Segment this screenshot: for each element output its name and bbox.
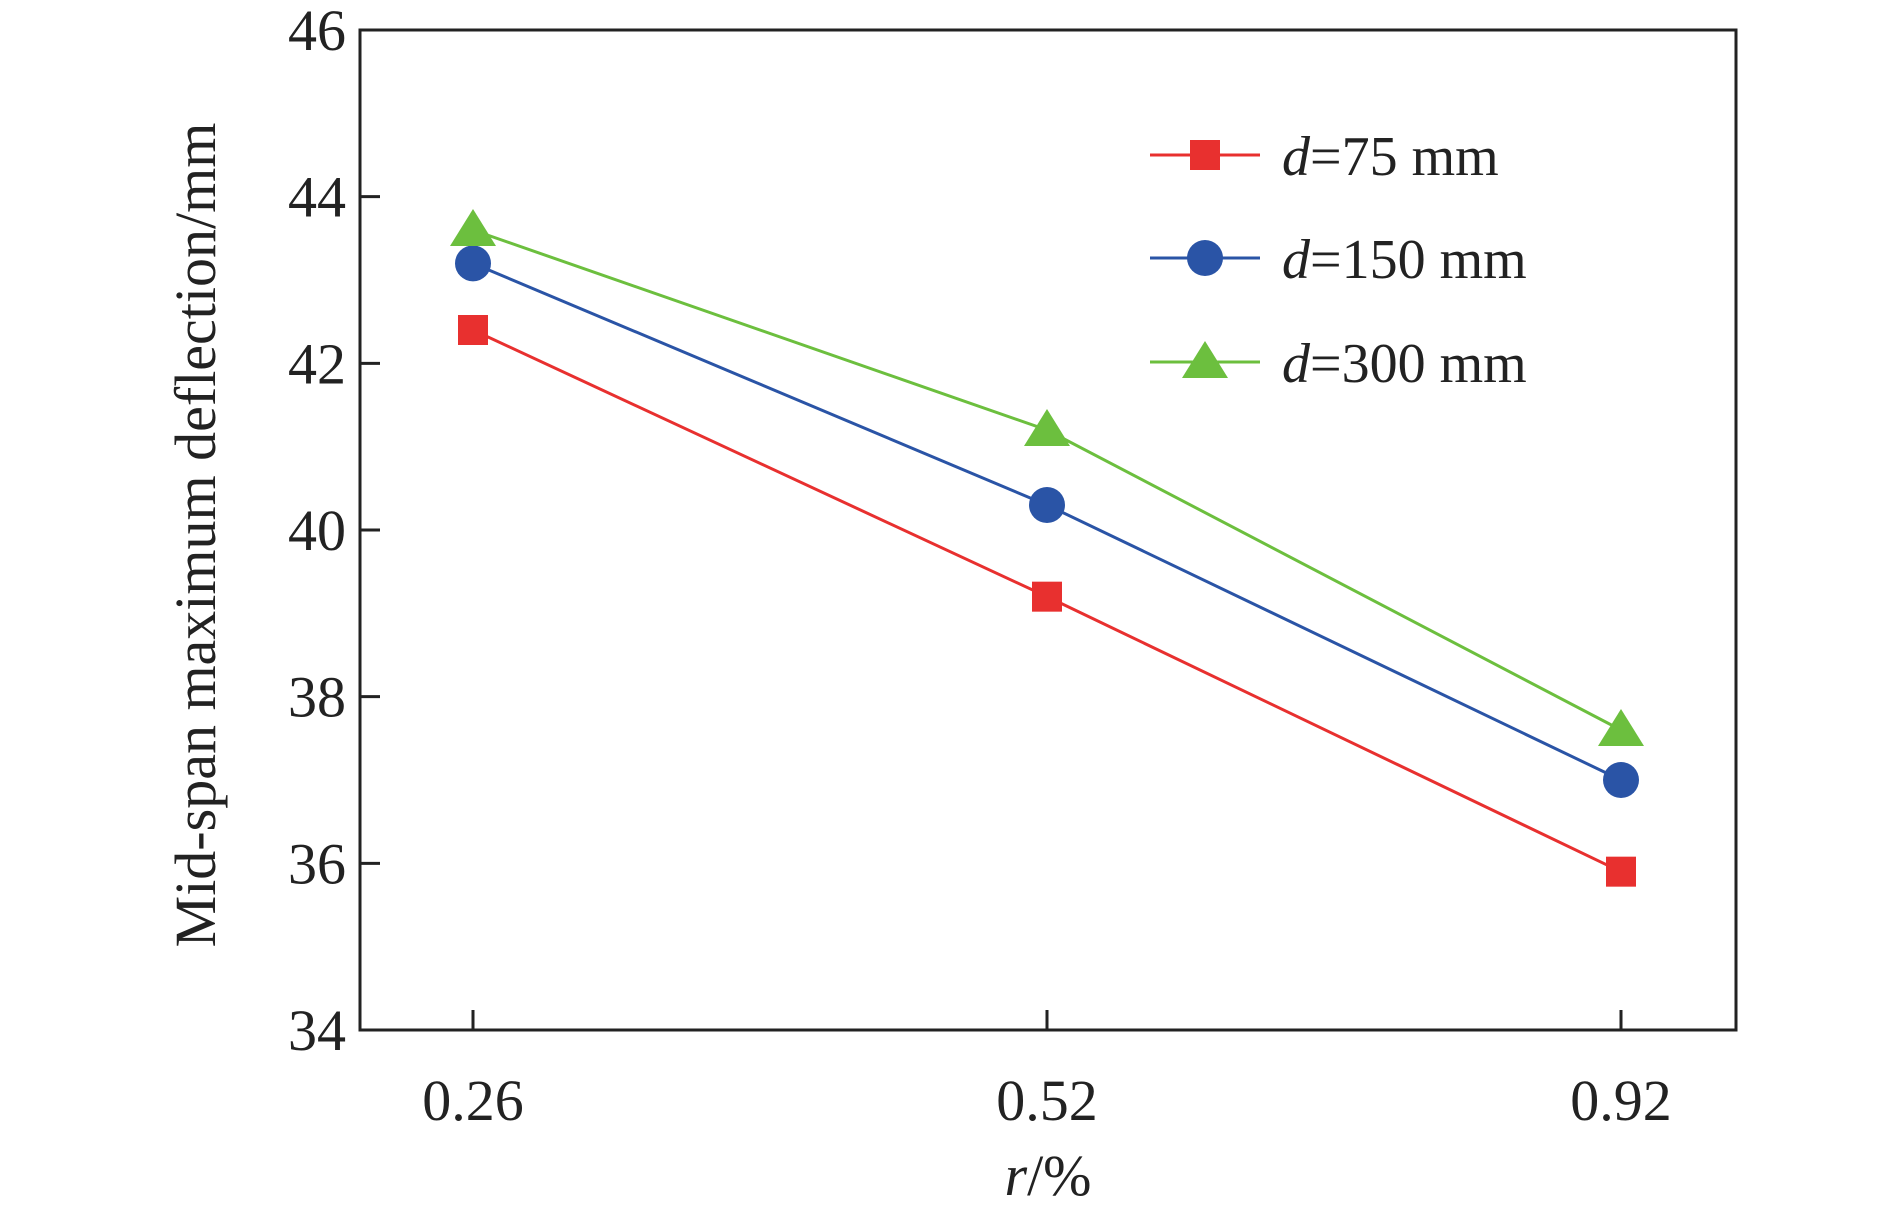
legend: d=75 mmd=150 mmd=300 mm	[1150, 126, 1527, 395]
x-tick-label: 0.26	[422, 1068, 524, 1133]
data-point-circle	[1603, 762, 1639, 798]
data-point-circle	[1029, 487, 1065, 523]
y-tick-label: 42	[288, 331, 346, 396]
legend-marker	[1187, 240, 1223, 276]
y-tick-label: 34	[288, 998, 346, 1063]
series-3	[450, 209, 1644, 746]
legend-label: d=300 mm	[1282, 333, 1527, 395]
legend-label-value: =150 mm	[1310, 229, 1527, 291]
x-axis-unit: /%	[1027, 1143, 1091, 1208]
y-tick-label: 44	[288, 165, 346, 230]
plot-frame	[358, 28, 1738, 1032]
legend-label-value: =75 mm	[1310, 126, 1499, 188]
legend-label-variable: d	[1282, 333, 1311, 395]
data-point-square	[1032, 581, 1062, 612]
y-tick-label: 40	[288, 498, 346, 563]
series-line	[472, 228, 1622, 732]
y-axis-ticks: 34 36 38 40 42 44 46	[288, 0, 380, 1063]
legend-item: d=300 mm	[1150, 333, 1527, 395]
y-axis-title: Mid-span maximum deflection/mm	[163, 123, 228, 948]
x-axis-title: r/%	[1004, 1143, 1091, 1208]
legend-label: d=150 mm	[1282, 229, 1527, 291]
y-tick-label: 46	[288, 0, 346, 63]
y-tick-label: 38	[288, 665, 346, 730]
legend-item: d=75 mm	[1150, 126, 1499, 188]
legend-marker	[1182, 341, 1228, 378]
data-point-triangle	[1598, 709, 1644, 746]
series-2	[455, 245, 1639, 798]
data-point-triangle	[450, 209, 496, 246]
x-tick-label: 0.92	[1570, 1068, 1672, 1133]
data-point-square	[1606, 856, 1636, 887]
plot-frame-group	[358, 28, 1738, 1032]
x-tick-label: 0.52	[996, 1068, 1098, 1133]
data-point-circle	[455, 245, 491, 282]
x-axis-ticks: 0.26 0.52 0.92	[422, 1010, 1672, 1133]
legend-label-variable: d	[1282, 229, 1311, 291]
x-axis-variable: r	[1004, 1143, 1027, 1208]
legend-label-value: =300 mm	[1310, 333, 1527, 395]
y-tick-label: 36	[288, 831, 346, 896]
legend-label-variable: d	[1282, 126, 1311, 188]
legend-marker	[1190, 140, 1220, 170]
series-group	[450, 209, 1644, 887]
legend-label: d=75 mm	[1282, 126, 1499, 188]
series-1	[458, 315, 1636, 887]
data-point-square	[458, 315, 488, 345]
data-point-triangle	[1024, 409, 1070, 446]
legend-item: d=150 mm	[1150, 229, 1527, 291]
